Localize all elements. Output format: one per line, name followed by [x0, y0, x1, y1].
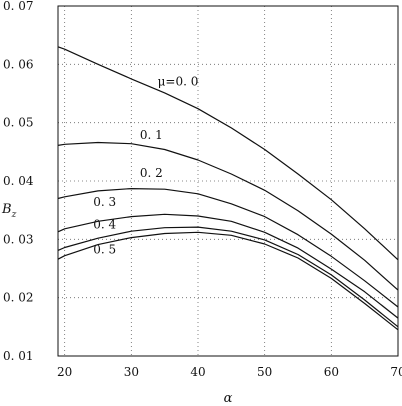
series-line — [57, 46, 399, 261]
series-line — [57, 231, 399, 331]
y-axis-label-sub: z — [11, 210, 17, 220]
series-line — [57, 141, 399, 291]
series-label: 0. 4 — [93, 217, 116, 231]
y-axis-label-main: B — [1, 202, 12, 217]
curve-labels: μ=0. 0 0. 1 0. 2 0. 3 0. 4 0. 5 — [93, 74, 198, 256]
series-line — [57, 226, 399, 328]
y-tick-label: 0. 04 — [3, 174, 34, 188]
series-label: 0. 1 — [140, 128, 163, 142]
x-axis-label: α — [224, 391, 233, 406]
y-tick-label: 0. 01 — [3, 349, 34, 363]
x-tick-label: 40 — [190, 365, 205, 379]
grid-lines — [58, 5, 399, 357]
series-label: 0. 3 — [93, 195, 116, 209]
series-label: μ=0. 0 — [158, 74, 199, 88]
y-tick-label: 0. 05 — [3, 116, 34, 130]
series-line — [57, 213, 399, 319]
x-tick-label: 60 — [324, 365, 339, 379]
x-tick-label: 50 — [257, 365, 272, 379]
series-label: 0. 5 — [93, 242, 116, 256]
plot-frame — [57, 5, 399, 357]
axis-ticks: 20 30 40 50 60 70 0. 01 0. 02 0. 03 0. 04 0. 05 0. … — [3, 0, 402, 379]
y-tick-label: 0. 06 — [3, 57, 34, 71]
x-tick-label: 70 — [390, 365, 402, 379]
y-axis-label: Bz — [1, 202, 17, 220]
x-tick-label: 30 — [124, 365, 139, 379]
y-tick-label: 0. 03 — [3, 232, 34, 246]
series-label: 0. 2 — [140, 166, 163, 180]
y-tick-label: 0. 02 — [3, 291, 34, 305]
y-tick-label: 0. 07 — [3, 0, 34, 13]
series-group — [57, 46, 399, 331]
series-line — [57, 188, 399, 308]
x-tick-label: 20 — [57, 365, 72, 379]
